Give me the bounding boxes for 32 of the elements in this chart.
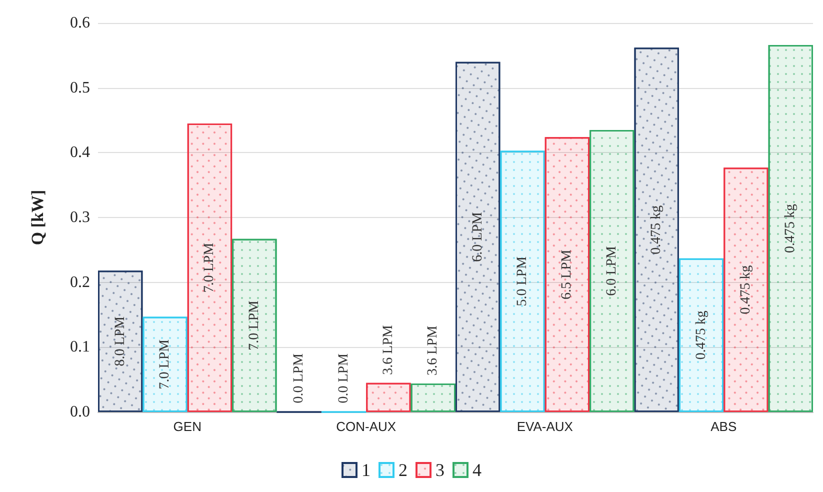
annotation: 0.475 kg: [694, 310, 709, 360]
y-tick-label: 0.2: [70, 274, 90, 291]
legend-label: 3: [436, 460, 444, 480]
annotation: 6.0 LPM: [470, 212, 486, 262]
annotation: 7.0 LPM: [246, 300, 262, 350]
y-tick-label: 0.6: [70, 14, 90, 32]
annotation: 7.0 LPM: [202, 242, 218, 293]
legend-label: 4: [472, 460, 482, 480]
y-tick-label: 0.1: [70, 338, 90, 356]
x-tick-label: CON-AUX: [336, 419, 396, 434]
annotation: 3.6 LPM: [380, 324, 396, 375]
annotation: 5.0 LPM: [515, 256, 530, 306]
x-tick-label: ABS: [710, 419, 737, 434]
x-tick-label: GEN: [173, 419, 202, 434]
legend-label: 1: [362, 460, 370, 480]
x-tick-label: EVA-AUX: [516, 419, 574, 434]
y-tick-label: 0.4: [70, 144, 90, 162]
legend-label: 2: [398, 460, 408, 480]
annotation: 0.0 LPM: [292, 352, 307, 404]
annotation: 7.0 LPM: [158, 338, 173, 390]
annotation: 0.475 kg: [783, 204, 798, 254]
annotation: 6.0 LPM: [604, 246, 620, 296]
y-axis-title: Q [kW]: [28, 190, 47, 246]
annotation: 3.6 LPM: [426, 325, 441, 376]
annotation: 0.0 LPM: [336, 352, 352, 404]
annotation: 0.475 kg: [649, 205, 664, 254]
annotation: 6.5 LPM: [560, 249, 575, 300]
y-tick-label: 0.3: [70, 209, 90, 226]
y-tick-label: 0.5: [70, 79, 90, 96]
annotation: 0.475 kg: [738, 265, 754, 314]
annotation: 8.0 LPM: [112, 316, 128, 366]
y-tick-label: 0.0: [70, 404, 90, 420]
